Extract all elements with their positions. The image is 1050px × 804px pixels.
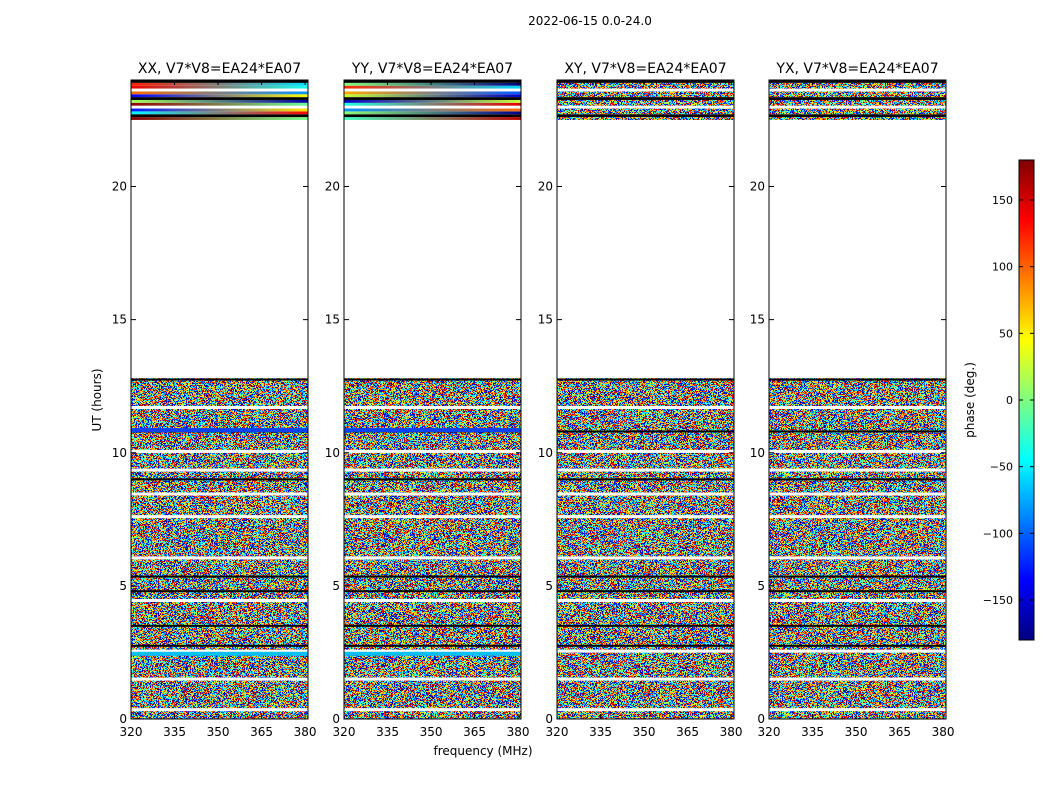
colorbar-tick-label: 100	[992, 261, 1013, 274]
panel-frame	[768, 79, 947, 720]
y-tick-label: 5	[119, 579, 127, 593]
y-tick-label: 10	[325, 446, 340, 460]
x-tick-label: 350	[420, 725, 443, 739]
y-tick-label: 15	[750, 313, 765, 327]
x-tick-label: 365	[676, 725, 699, 739]
panel-title: YY, V7*V8=EA24*EA07	[351, 61, 513, 77]
panel-yy: YY, V7*V8=EA24*EA07 320 335 350 365 380 0 5 10 15…	[325, 61, 530, 739]
x-tick-label: 350	[207, 725, 230, 739]
panel-frame	[556, 79, 735, 720]
y-tick-label: 5	[332, 579, 340, 593]
x-tick-label: 320	[758, 725, 781, 739]
colorbar-tick-label: 150	[992, 194, 1013, 207]
data-block-lower	[344, 378, 521, 719]
y-tick-label: 15	[325, 313, 340, 327]
x-tick-label: 320	[120, 725, 143, 739]
panel-title: XX, V7*V8=EA24*EA07	[138, 61, 301, 77]
colorbar-tick-label: −150	[983, 594, 1013, 607]
y-tick-label: 20	[112, 180, 127, 194]
colorbar-tick-label: 0	[1006, 394, 1013, 407]
panel-xy: XY, V7*V8=EA24*EA07 320 335 350 365 380 0 5 10 15…	[538, 61, 743, 739]
y-axis-label: UT (hours)	[90, 368, 104, 431]
y-tick-label: 20	[750, 180, 765, 194]
x-tick-label: 380	[294, 725, 317, 739]
panel-yx: YX, V7*V8=EA24*EA07 320 335 350 365 380 0 5 10 15…	[750, 61, 955, 739]
colorbar-label: phase (deg.)	[963, 362, 977, 438]
colorbar-tick-label: −100	[983, 527, 1013, 540]
data-block-upper	[557, 80, 734, 120]
y-tick-label: 0	[119, 712, 127, 726]
panel-frame	[130, 79, 309, 720]
x-tick-label: 380	[507, 725, 530, 739]
x-tick-label: 320	[546, 725, 569, 739]
x-tick-label: 365	[463, 725, 486, 739]
y-tick-label: 10	[112, 446, 127, 460]
y-tick-label: 5	[545, 579, 553, 593]
y-tick-label: 0	[332, 712, 340, 726]
x-tick-label: 335	[589, 725, 612, 739]
panel-frame	[343, 79, 522, 720]
y-tick-label: 10	[750, 446, 765, 460]
data-block-upper	[131, 80, 308, 120]
y-tick-label: 20	[538, 180, 553, 194]
y-tick-label: 15	[112, 313, 127, 327]
panel-title: XY, V7*V8=EA24*EA07	[564, 61, 726, 77]
x-tick-label: 365	[250, 725, 273, 739]
panels-group: XX, V7*V8=EA24*EA07 320 335 350 365 380 0 5 10 15…	[112, 61, 955, 739]
panel-title: YX, V7*V8=EA24*EA07	[775, 61, 938, 77]
colorbar-tick-label: 50	[999, 327, 1013, 340]
x-tick-label: 335	[163, 725, 186, 739]
x-tick-label: 350	[845, 725, 868, 739]
y-tick-label: 0	[757, 712, 765, 726]
data-block-lower	[131, 378, 308, 719]
data-block-upper	[344, 80, 521, 120]
x-tick-label: 380	[720, 725, 743, 739]
figure-suptitle: 2022-06-15 0.0-24.0	[528, 14, 652, 28]
colorbar: 150 100 50 0 −50 −100 −150	[983, 159, 1035, 641]
data-block-lower	[557, 378, 734, 719]
y-tick-label: 15	[538, 313, 553, 327]
x-tick-label: 335	[376, 725, 399, 739]
data-block-upper	[769, 80, 946, 120]
panel-xx: XX, V7*V8=EA24*EA07 320 335 350 365 380 0 5 10 15…	[112, 61, 317, 739]
y-tick-label: 0	[545, 712, 553, 726]
x-tick-label: 350	[633, 725, 656, 739]
x-tick-label: 365	[888, 725, 911, 739]
x-tick-label: 380	[932, 725, 955, 739]
data-block-lower	[769, 378, 946, 719]
y-tick-label: 5	[757, 579, 765, 593]
x-axis-label: frequency (MHz)	[433, 744, 532, 758]
x-tick-label: 320	[333, 725, 356, 739]
colorbar-tick-label: −50	[990, 461, 1013, 474]
y-tick-label: 10	[538, 446, 553, 460]
x-tick-label: 335	[801, 725, 824, 739]
y-tick-label: 20	[325, 180, 340, 194]
